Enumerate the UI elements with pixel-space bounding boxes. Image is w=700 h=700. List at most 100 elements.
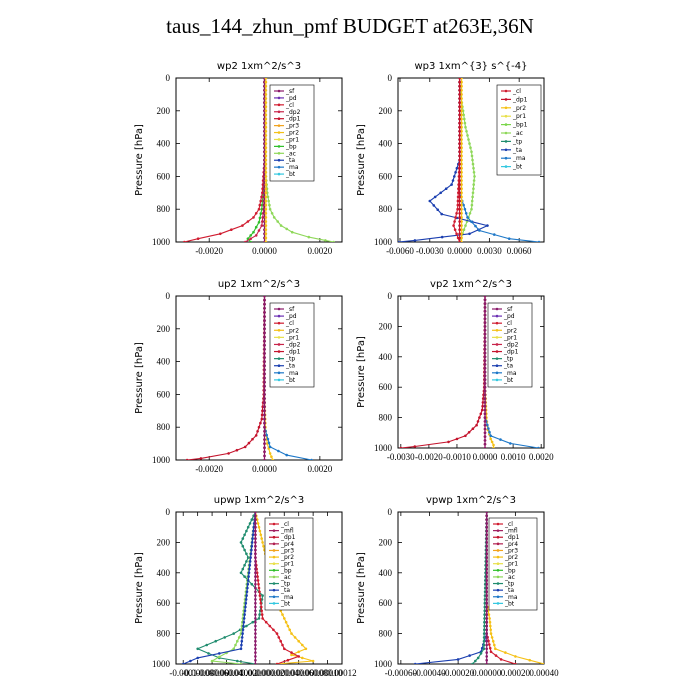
series-dp1-point xyxy=(479,412,483,416)
series-ac-point xyxy=(463,121,467,125)
series-dp1-point xyxy=(458,84,461,88)
legend-marker xyxy=(272,595,276,599)
panel-5: upwp 1xm^2/s^3 0 200 400 600 800 1000 Pressure … xyxy=(134,495,357,678)
legend-marker xyxy=(277,328,281,332)
series-sf-point xyxy=(483,347,487,351)
series-pr2-point xyxy=(460,101,463,104)
legend-entry: _dp1 xyxy=(503,349,519,356)
x-tick-label: 0.0020 xyxy=(529,452,554,462)
legend-marker xyxy=(277,343,281,346)
series-pr2-point xyxy=(492,443,495,447)
series-sf-point xyxy=(263,409,266,413)
series-pr2-point xyxy=(460,207,463,211)
series-dp1-point xyxy=(458,158,461,162)
series-cl-point xyxy=(241,224,244,227)
series-pr2-point xyxy=(264,220,268,223)
x-tick-label: 0.00012 xyxy=(327,668,356,678)
panel-title: upwp 1xm^2/s^3 xyxy=(214,495,304,506)
series-dp1-point xyxy=(261,405,265,409)
series-ta-point xyxy=(247,575,250,578)
series-bp-point xyxy=(257,221,261,224)
legend-entry: _tp xyxy=(512,138,522,145)
series-ac-point xyxy=(472,187,475,190)
series-sf-point xyxy=(263,298,266,302)
x-tick-label: -0.00002 xyxy=(225,668,257,678)
series-sf-point xyxy=(254,636,257,639)
series-pr2-point xyxy=(490,440,494,444)
series-pr2-point xyxy=(261,541,264,544)
series-sf-point xyxy=(254,567,257,571)
series-cl-point xyxy=(258,590,261,594)
series-tp-point xyxy=(483,609,487,613)
legend-entry: _mfl xyxy=(280,528,294,535)
legend-entry: _bt xyxy=(503,377,514,384)
x-tick-label: 0.00002 xyxy=(255,668,284,678)
x-tick-label: 0.0020 xyxy=(307,464,332,474)
series-pr2-point xyxy=(460,158,463,162)
series-tp-point xyxy=(482,639,486,643)
series-ac-point xyxy=(210,659,214,663)
legend-entry: _pr2 xyxy=(280,554,294,561)
y-tick-label: 600 xyxy=(379,171,393,181)
series-pr2-point xyxy=(264,216,268,219)
series-ta-point xyxy=(243,609,247,613)
series-dp1-point xyxy=(399,446,403,448)
series-pr2-point xyxy=(460,109,463,113)
series-cl-point xyxy=(258,203,262,207)
series-dp1-point xyxy=(458,134,461,137)
legend-entry: _ta xyxy=(512,147,522,154)
legend-entry: _ac xyxy=(280,574,291,581)
series-sf-point xyxy=(263,343,266,347)
series-tp-point xyxy=(250,582,254,586)
series-tp-point xyxy=(243,575,246,578)
series-sf-point xyxy=(483,423,487,427)
series-ta-point xyxy=(432,204,436,207)
legend-entry: _pd xyxy=(503,313,515,320)
legend-marker xyxy=(504,140,508,143)
series-sf-point xyxy=(483,385,487,389)
series-pr2-point xyxy=(264,199,268,203)
series-dp1-point xyxy=(261,409,264,413)
x-tick-label: -0.00040 xyxy=(413,668,446,678)
figure-title: taus_144_zhun_pmf BUDGET at263E,36N xyxy=(166,14,534,38)
series-sf-point xyxy=(485,571,489,575)
series-ma-point xyxy=(285,453,289,457)
series-sf-point xyxy=(254,575,257,578)
series-pr2-point xyxy=(264,171,268,174)
series-sf-point xyxy=(485,522,489,525)
series-sf-point xyxy=(485,560,489,563)
series-bp-point xyxy=(252,230,255,234)
series-ta-point xyxy=(243,613,246,616)
series-sf-point xyxy=(483,332,487,336)
series-tp-point xyxy=(482,636,486,639)
series-dp1-point xyxy=(256,430,259,433)
series-sf-point xyxy=(485,537,489,540)
series-sf-point xyxy=(263,302,266,306)
series-ta-point xyxy=(413,239,417,242)
series-tp-point xyxy=(205,643,208,647)
y-tick-label: 0 xyxy=(388,73,393,83)
series-ac-point xyxy=(470,203,474,207)
series-dp1-line xyxy=(187,296,266,460)
y-tick-label: 800 xyxy=(157,204,171,214)
legend-marker xyxy=(272,535,276,539)
legend-entry: _sf xyxy=(285,306,295,313)
series-ta-point xyxy=(246,582,250,586)
series-cl-point xyxy=(256,575,259,578)
series-ac-point xyxy=(268,203,271,207)
series-sf-point xyxy=(263,327,266,331)
y-axis-label: Pressure [hPa] xyxy=(134,342,145,414)
plot-frame xyxy=(397,295,545,449)
series-sf-point xyxy=(483,363,487,366)
legend-marker xyxy=(277,364,281,368)
series-dp1-point xyxy=(251,437,254,441)
series-sf-point xyxy=(485,582,489,586)
legend-marker xyxy=(496,542,500,546)
series-bp-point xyxy=(254,225,258,229)
series-pr2-point xyxy=(301,656,304,660)
series-sf-point xyxy=(483,439,487,442)
series-pr2-point xyxy=(270,455,273,459)
series-ta-point xyxy=(242,617,246,620)
series-dp1-point xyxy=(458,93,461,96)
legend-entry: _pr2 xyxy=(285,130,299,137)
